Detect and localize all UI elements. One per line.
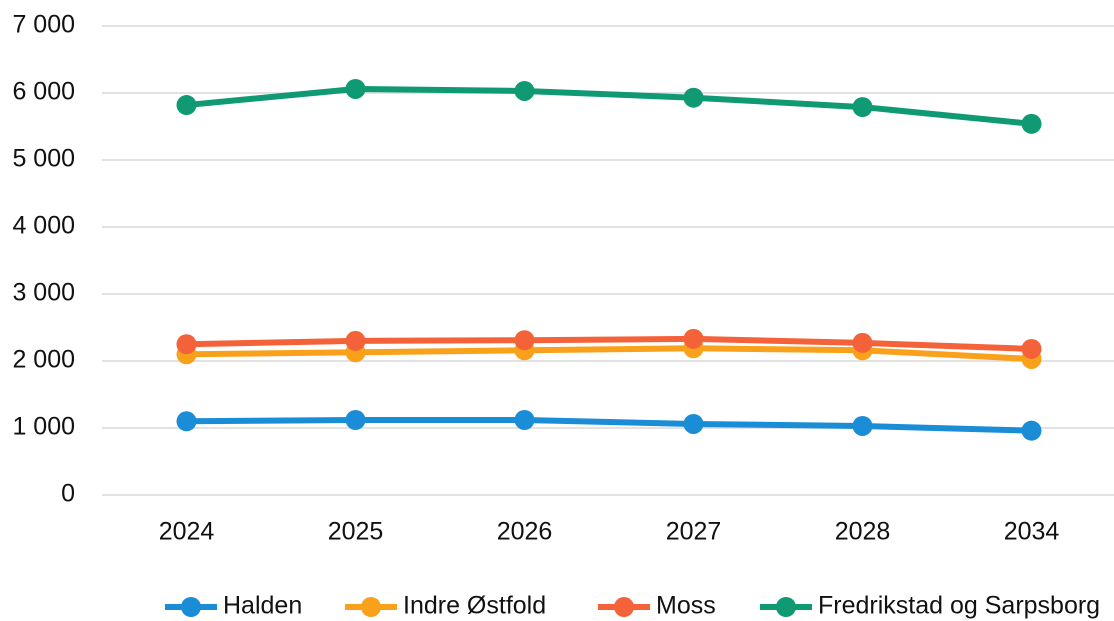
series-line — [186, 335, 1032, 352]
y-tick-label: 3 000 — [12, 279, 75, 307]
legend-label: Halden — [223, 592, 302, 620]
data-point — [852, 97, 873, 118]
series-line — [186, 345, 1032, 362]
data-point — [345, 409, 366, 430]
x-tick-label: 2028 — [835, 518, 891, 546]
series-line — [186, 416, 1032, 434]
data-point — [683, 328, 704, 349]
y-tick-label: 7 000 — [12, 11, 75, 39]
x-tick-label: 2026 — [497, 518, 553, 546]
data-point — [683, 413, 704, 434]
legend-marker — [181, 597, 201, 617]
legend-label: Moss — [656, 592, 716, 620]
y-tick-label: 1 000 — [12, 413, 75, 441]
y-tick-label: 4 000 — [12, 212, 75, 240]
legend-marker — [776, 597, 796, 617]
data-point — [514, 330, 535, 351]
data-point — [176, 334, 197, 355]
x-tick-label: 2025 — [328, 518, 384, 546]
x-tick-label: 2027 — [666, 518, 722, 546]
data-point — [176, 95, 197, 116]
y-tick-label: 5 000 — [12, 145, 75, 173]
legend-label: Fredrikstad og Sarpsborg — [818, 592, 1100, 620]
data-point — [1021, 113, 1042, 134]
data-point — [514, 80, 535, 101]
legend-label: Indre Østfold — [403, 592, 546, 620]
data-point — [514, 409, 535, 430]
x-tick-label: 2034 — [1004, 518, 1060, 546]
data-point — [176, 411, 197, 432]
data-point — [852, 332, 873, 353]
legend-marker — [361, 597, 381, 617]
data-point — [345, 78, 366, 99]
y-tick-label: 6 000 — [12, 78, 75, 106]
data-point — [1021, 420, 1042, 441]
data-point — [345, 330, 366, 351]
legend-marker — [614, 597, 634, 617]
data-point — [1021, 338, 1042, 359]
y-tick-label: 0 — [61, 480, 75, 508]
x-tick-label: 2024 — [159, 518, 215, 546]
y-tick-label: 2 000 — [12, 346, 75, 374]
series-line — [186, 85, 1032, 127]
data-point — [683, 87, 704, 108]
data-point — [852, 415, 873, 436]
